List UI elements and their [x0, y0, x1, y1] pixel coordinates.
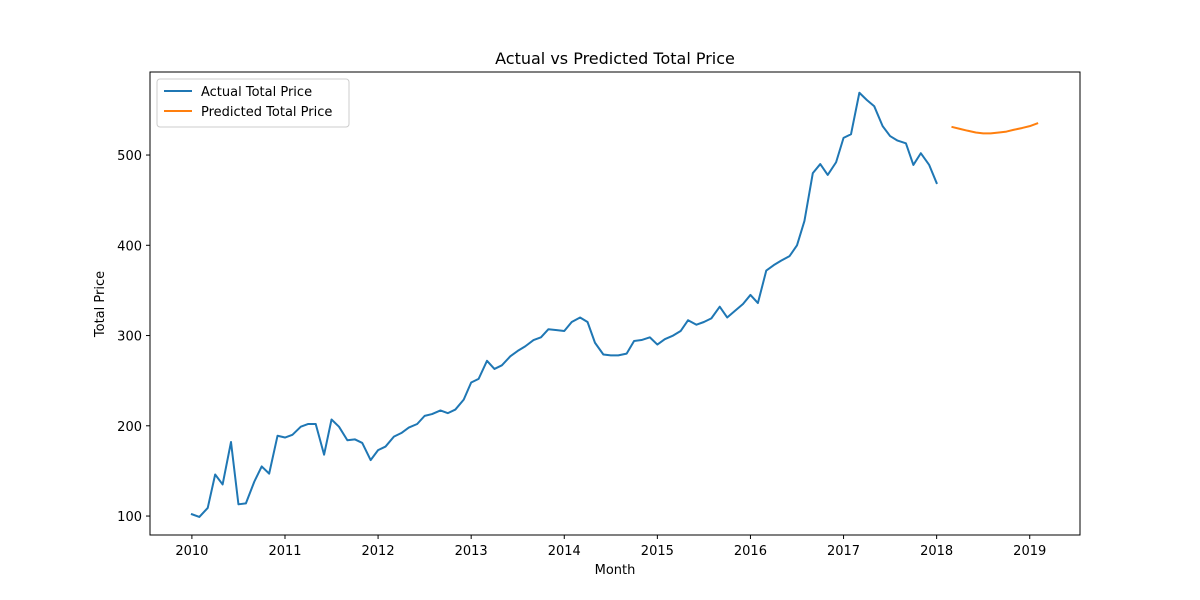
- x-tick-label: 2019: [1013, 544, 1046, 559]
- axis-ticks: 2010 2011 2012 2013 2014 2015 2016 2017 2018 2019…: [117, 149, 1046, 559]
- y-tick-label: 300: [117, 330, 142, 345]
- x-tick-label: 2012: [362, 544, 395, 559]
- legend-box: [156, 78, 350, 128]
- legend-label-actual: Actual Total Price: [201, 85, 312, 100]
- x-axis-label: Month: [595, 563, 636, 578]
- y-tick-label: 100: [117, 510, 142, 525]
- x-tick-label: 2011: [268, 544, 301, 559]
- series-line-predicted: [951, 122, 1039, 135]
- y-tick-label: 200: [117, 420, 142, 435]
- x-tick-label: 2015: [641, 544, 674, 559]
- x-tick-label: 2017: [827, 544, 860, 559]
- x-tick-label: 2010: [175, 544, 208, 559]
- series-line-actual: [190, 91, 938, 518]
- y-axis-label: Total Price: [93, 271, 108, 338]
- chart-title: Actual vs Predicted Total Price: [495, 49, 735, 68]
- plot-frame: [149, 71, 1081, 536]
- legend-label-predicted: Predicted Total Price: [201, 105, 332, 120]
- plot-area: [190, 91, 1039, 518]
- legend: Actual Total Price Predicted Total Price: [156, 78, 350, 128]
- x-tick-label: 2014: [548, 544, 581, 559]
- y-tick-label: 400: [117, 239, 142, 254]
- y-tick-label: 500: [117, 149, 142, 164]
- x-tick-label: 2018: [920, 544, 953, 559]
- x-tick-label: 2016: [734, 544, 767, 559]
- x-tick-label: 2013: [455, 544, 488, 559]
